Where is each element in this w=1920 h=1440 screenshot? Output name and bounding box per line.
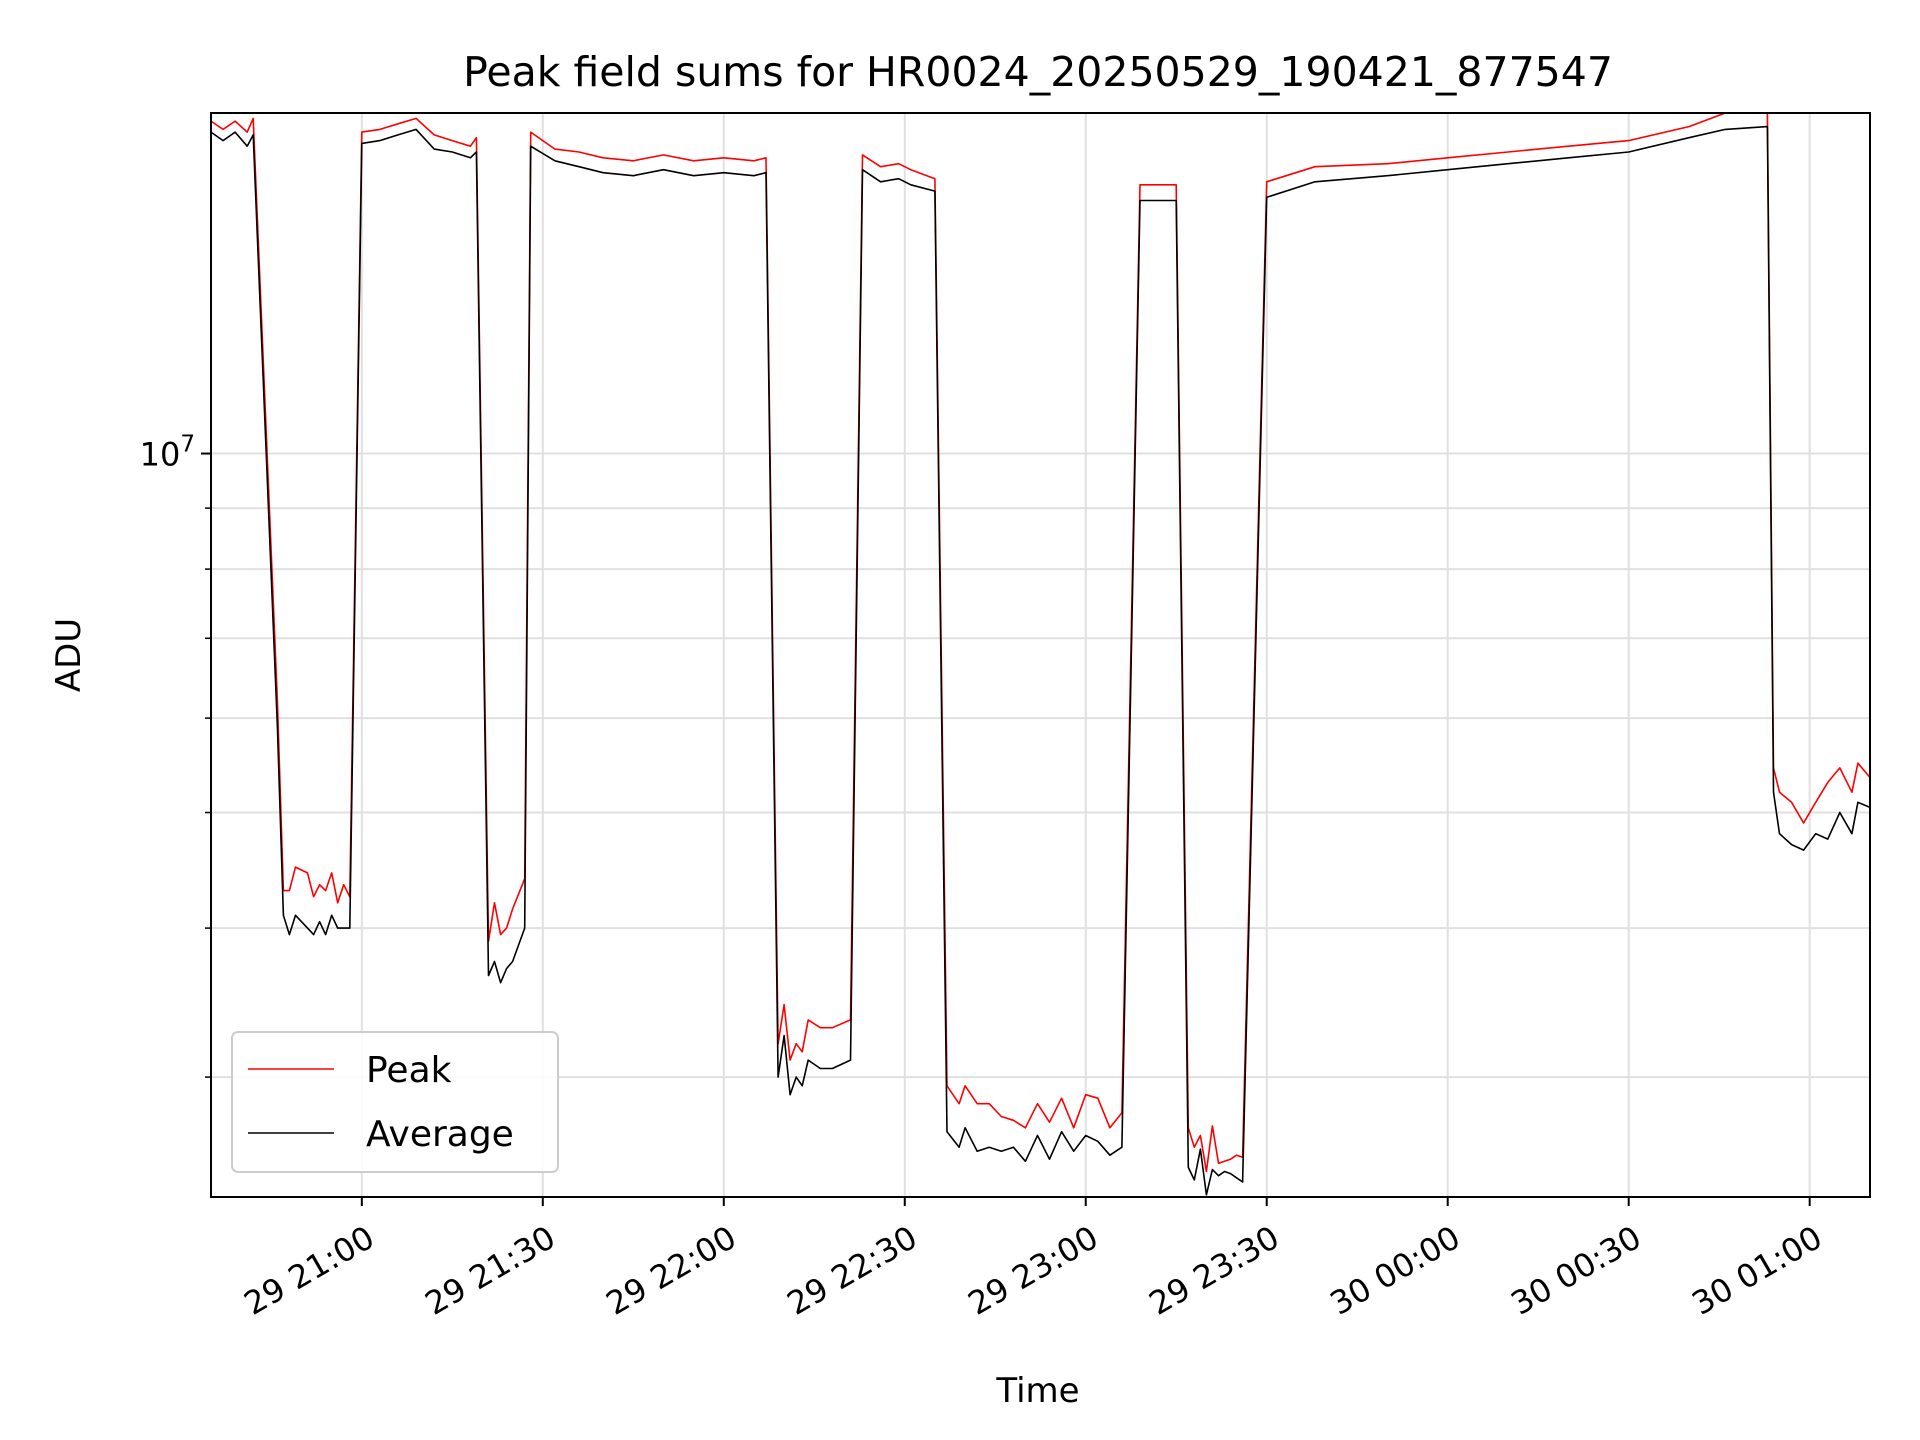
y-tick-label: 107 <box>140 432 195 474</box>
series-line-average <box>210 125 1871 1196</box>
series-layer <box>210 112 1871 1196</box>
plot-frame <box>210 112 1871 1198</box>
series-line-peak <box>210 112 1871 1173</box>
legend: Peak Average <box>231 1031 559 1173</box>
x-axis-title: Time <box>995 1371 1079 1411</box>
legend-label-average: Average <box>366 1114 514 1155</box>
legend-label-peak: Peak <box>366 1050 452 1091</box>
y-axis-title: ADU <box>49 618 89 692</box>
legend-box <box>231 1031 559 1173</box>
chart-title: Peak field sums for HR0024_20250529_1904… <box>463 48 1613 96</box>
